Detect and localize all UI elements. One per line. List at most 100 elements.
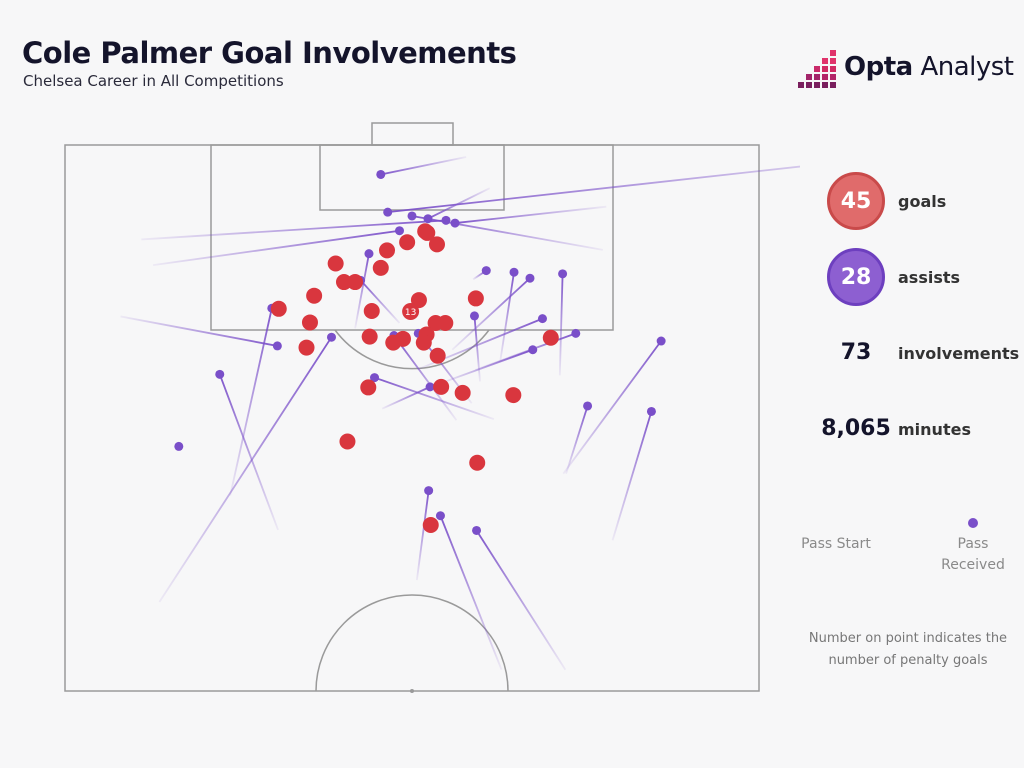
legend-received-label: Pass Received xyxy=(941,536,1005,573)
goal-point xyxy=(417,223,434,240)
assist-pass-line xyxy=(153,229,400,267)
assist-pass-line xyxy=(374,376,495,420)
assist-received-point xyxy=(558,269,568,279)
goals-count-badge: 45 xyxy=(827,172,885,230)
chart-title: Cole Palmer Goal Involvements xyxy=(22,36,517,70)
goal-point xyxy=(437,314,454,331)
assist-received-point xyxy=(215,369,225,379)
assist-pass-line xyxy=(439,515,503,671)
assist-received-point xyxy=(481,266,491,276)
goal-point xyxy=(339,433,356,450)
assist-pass-line xyxy=(359,279,401,324)
involvements-value: 73 xyxy=(840,340,872,365)
goal-point xyxy=(372,259,389,276)
assist-received-point xyxy=(583,401,593,411)
goal-point xyxy=(429,347,446,364)
goal-point xyxy=(301,314,318,331)
goal-point xyxy=(335,274,352,291)
assist-pass-line xyxy=(473,315,481,382)
assist-pass-line xyxy=(120,315,278,347)
assist-received-point xyxy=(383,207,393,217)
chart-subtitle: Chelsea Career in All Competitions xyxy=(23,72,284,90)
pitch-chart: 13 xyxy=(64,122,800,693)
assist-received-point xyxy=(646,406,656,416)
assist-pass-line xyxy=(474,332,577,371)
assist-pass-line xyxy=(218,374,279,531)
goal-point xyxy=(415,334,432,351)
goal-point xyxy=(347,274,364,291)
assist-pass-line xyxy=(381,386,431,410)
goal-point xyxy=(298,339,315,356)
legend-start-label: Pass Start xyxy=(801,536,871,552)
assist-received-point xyxy=(407,211,417,221)
assist-received-point xyxy=(537,314,547,324)
assist-received-point xyxy=(425,382,435,392)
assist-passes xyxy=(120,156,800,671)
assist-pass-line xyxy=(411,215,604,251)
penalty-note: Number on point indicates the number of … xyxy=(808,631,1008,668)
assists-count-badge: 28 xyxy=(827,248,885,306)
logo-wordmark: Opta Analyst xyxy=(844,52,1014,82)
goal-point xyxy=(467,290,484,307)
assist-received-point xyxy=(472,525,482,535)
minutes-label: minutes xyxy=(898,420,971,439)
assist-received-point xyxy=(469,311,479,321)
assist-pass-line xyxy=(611,411,653,541)
goal-point xyxy=(428,236,445,253)
goal-point xyxy=(454,384,471,401)
goal-points: 13 xyxy=(270,223,559,534)
centre-circle xyxy=(315,594,509,692)
assist-pass-line xyxy=(158,336,333,603)
goal-point xyxy=(379,242,396,259)
goal-point xyxy=(433,378,450,395)
assist-pass-line xyxy=(451,277,531,351)
assist-received-point xyxy=(525,273,535,283)
assists-label: assists xyxy=(898,268,961,287)
goal-point xyxy=(360,379,377,396)
assist-received-point xyxy=(424,486,434,496)
assist-received-point xyxy=(441,215,451,225)
assist-pass-line xyxy=(229,308,273,496)
assist-received-point xyxy=(370,373,380,383)
goal-point xyxy=(469,454,486,471)
assist-pass-line xyxy=(565,405,589,474)
pass-legend xyxy=(835,518,978,528)
assist-pass-line xyxy=(354,253,370,329)
assist-received-point xyxy=(656,336,666,346)
assist-pass-line xyxy=(562,340,662,475)
goal-point xyxy=(327,255,344,272)
goal xyxy=(371,122,454,146)
goal-point xyxy=(505,387,522,404)
assist-pass-line xyxy=(387,165,800,214)
goal-point xyxy=(361,328,378,345)
assist-pass-line xyxy=(427,187,491,220)
goal-point xyxy=(422,517,439,534)
assist-received-point xyxy=(174,441,184,451)
pitch-outline xyxy=(64,144,760,692)
assist-pass-line xyxy=(475,529,567,671)
assist-received-point xyxy=(326,332,336,342)
assist-received-point xyxy=(435,511,445,521)
goal-point xyxy=(270,300,287,317)
opta-analyst-logo: Opta Analyst xyxy=(798,48,1014,90)
assist-pass-line xyxy=(393,335,458,421)
assist-received-point xyxy=(395,226,405,236)
goal-point xyxy=(363,302,380,319)
assist-pass-line xyxy=(499,272,515,362)
assist-pass-line xyxy=(454,205,607,224)
assist-received-point xyxy=(364,249,374,259)
assist-received-point xyxy=(272,341,282,351)
legend-received-dot xyxy=(968,518,978,528)
assist-received-point xyxy=(509,267,519,277)
goal-point xyxy=(410,292,427,309)
assist-pass-line xyxy=(415,490,430,581)
goal-point xyxy=(542,329,559,346)
involvements-label: involvements xyxy=(898,344,1020,363)
assist-pass-line xyxy=(141,219,447,241)
assist-pass-line xyxy=(380,156,467,176)
penalty-goal-count: 13 xyxy=(405,308,416,318)
pitch-markings xyxy=(64,122,760,693)
goal-point xyxy=(306,287,323,304)
centre-spot xyxy=(410,689,414,693)
goals-label: goals xyxy=(898,192,947,211)
